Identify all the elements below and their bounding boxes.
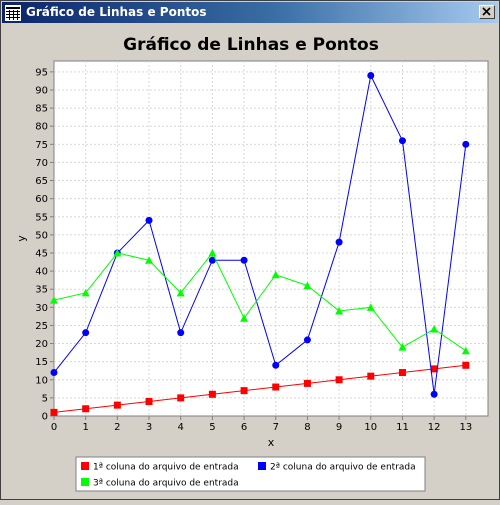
data-point-series-1 [367,372,375,380]
data-point-series-1 [50,408,58,416]
data-point-series-3 [398,343,407,351]
data-point-series-3 [145,256,154,264]
data-point-series-1 [177,394,185,402]
data-point-series-2 [367,71,375,79]
x-tick-label: 12 [428,422,441,433]
data-point-series-2 [303,336,311,344]
data-point-series-2 [145,216,153,224]
series-line-3 [53,252,467,352]
data-point-series-1 [430,365,438,373]
data-point-series-2 [335,238,343,246]
series-line-2 [53,73,467,395]
legend-swatch-1 [81,462,89,470]
x-tick-label: 10 [364,422,377,433]
data-point-series-3 [366,303,375,311]
y-tick-label: 10 [35,375,48,386]
y-tick-label: 90 [35,85,48,96]
data-point-series-1 [335,376,343,384]
x-tick-label: 9 [336,422,342,433]
series-line-1 [53,364,466,413]
x-tick-label: 1 [82,422,88,433]
y-tick-label: 85 [35,104,48,115]
x-tick-label: 2 [114,422,120,433]
data-point-series-3 [240,314,249,322]
y-tick-label: 40 [35,267,48,278]
close-icon [482,7,491,16]
data-point-series-2 [462,140,470,148]
y-tick-label: 5 [42,393,48,404]
y-tick-label: 30 [35,303,48,314]
data-point-series-1 [240,387,248,395]
data-point-series-1 [303,379,311,387]
legend-swatch-3 [81,478,89,486]
legend-swatch-2 [258,462,266,470]
legend-label-3: 3ª coluna do arquivo de entrada [93,479,239,489]
chart-panel: Gráfico de Linhas e Pontos 0 5 10 15 20 25 30 35… [1,23,500,501]
data-point-series-1 [82,405,90,413]
y-tick-label: 15 [35,357,48,368]
line-chart: Gráfico de Linhas e Pontos05101520253035… [15,35,489,492]
data-point-series-3 [208,248,217,257]
legend-label-1: 1ª coluna do arquivo de entrada [93,463,239,473]
x-axis-label: x [268,436,275,449]
data-point-series-1 [145,398,153,406]
y-tick-label: 35 [35,285,48,296]
data-point-series-2 [398,137,406,145]
y-axis-label: y [15,235,28,242]
y-tick-label: 95 [35,67,48,78]
legend-box [75,456,426,492]
y-tick-label: 50 [35,230,48,241]
data-point-series-2 [177,329,185,337]
x-tick-label: 0 [51,422,57,433]
x-tick-label: 13 [459,422,472,433]
data-point-series-2 [82,329,90,337]
chart-app-icon [5,5,21,21]
x-tick-label: 11 [396,422,409,433]
data-point-series-2 [208,256,216,264]
y-tick-label: 45 [35,248,48,259]
x-tick-label: 6 [241,422,247,433]
window-title: Gráfico de Linhas e Pontos [26,5,207,19]
data-point-series-3 [335,306,344,315]
x-tick-label: 8 [304,422,310,433]
y-tick-label: 25 [35,321,48,332]
data-point-series-1 [272,383,280,391]
y-tick-label: 65 [35,176,48,187]
data-point-series-3 [303,281,312,290]
data-point-series-2 [240,256,248,264]
data-point-series-3 [461,346,470,355]
y-tick-label: 70 [35,158,48,169]
legend-label-2: 2ª coluna do arquivo de entrada [270,463,416,473]
data-point-series-2 [50,369,58,377]
x-tick-label: 5 [209,422,215,433]
y-tick-label: 60 [35,194,48,205]
data-point-series-1 [398,369,406,377]
y-tick-label: 0 [42,412,48,423]
x-tick-label: 4 [178,422,184,433]
y-tick-label: 20 [35,339,48,350]
data-point-series-3 [430,325,439,333]
data-point-series-3 [113,248,122,257]
close-button[interactable] [479,5,495,19]
x-tick-label: 3 [146,422,152,433]
y-tick-label: 80 [35,122,48,133]
data-point-series-3 [50,296,58,304]
data-point-series-1 [208,390,216,398]
chart-title: Gráfico de Linhas e Pontos [123,35,379,55]
data-point-series-3 [176,288,185,297]
title-bar[interactable]: Gráfico de Linhas e Pontos [2,2,498,23]
y-tick-label: 55 [35,212,48,223]
data-point-series-1 [462,361,470,369]
data-point-series-2 [272,361,280,369]
data-point-series-3 [271,270,280,279]
data-point-series-3 [81,288,90,297]
y-tick-label: 75 [35,140,48,151]
x-tick-label: 7 [273,422,279,433]
data-point-series-2 [430,390,438,398]
data-point-series-1 [113,401,121,409]
plot-area [53,60,489,417]
